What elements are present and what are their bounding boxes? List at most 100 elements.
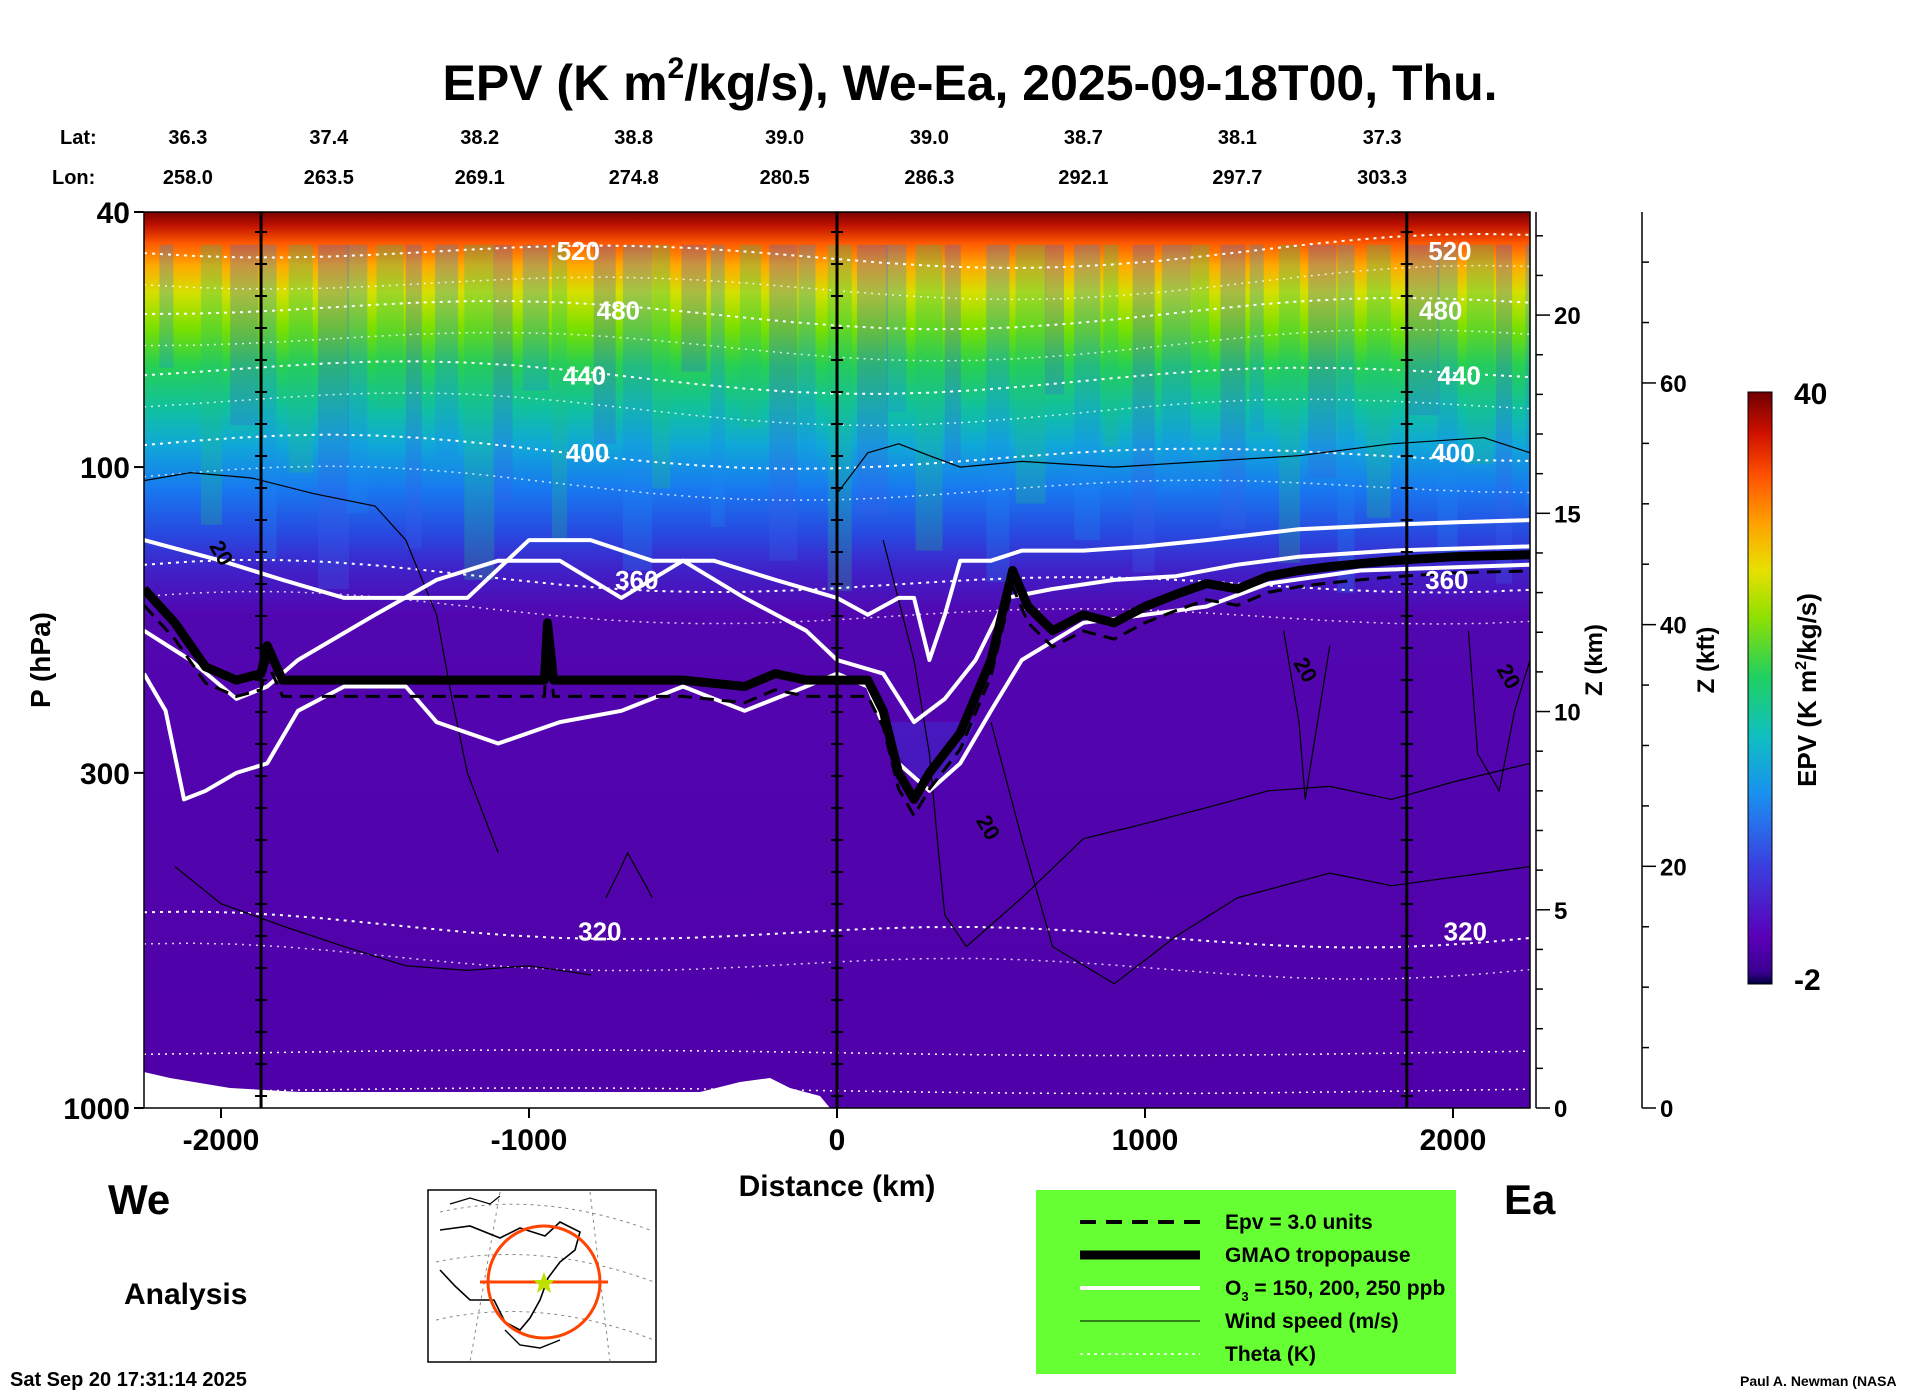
lon-value: 292.1 (1058, 167, 1108, 189)
z-km-tick-label: 15 (1554, 501, 1581, 528)
epv-streak (347, 244, 368, 514)
wind-line (1467, 630, 1530, 793)
colorbar-max-label: 40 (1794, 378, 1827, 411)
analysis-label: Analysis (124, 1278, 247, 1311)
legend-epv-label: Epv = 3.0 units (1225, 1211, 1373, 1234)
epv-streak (739, 244, 761, 429)
lat-lon-values: 36.3 37.4 38.2 38.8 39.0 39.0 38.7 38.1 37.3 258.… (163, 127, 1407, 189)
epv-streak (405, 244, 422, 549)
lat-value: 38.7 (1064, 127, 1103, 149)
epv-streak (1161, 244, 1191, 492)
wind-line (605, 851, 653, 899)
epv-streak (1278, 244, 1300, 563)
wind-line (144, 471, 499, 854)
lon-value: 263.5 (304, 167, 354, 189)
epv-streak (1337, 244, 1355, 593)
epv-streak (1525, 244, 1530, 506)
x-tick-label: 2000 (1420, 1124, 1487, 1157)
epv-streak (1044, 244, 1064, 395)
ozone-line (144, 518, 1530, 662)
theta-labels: 520 480 440 400 360 320 520 480 440 400 360 320 (557, 236, 1487, 946)
z-kft-title: Z (kft) (1693, 627, 1720, 694)
epv-streak (944, 244, 961, 462)
epv-streak (1466, 244, 1494, 465)
legend-theta-label: Theta (K) (1225, 1343, 1316, 1366)
theta-label: 480 (597, 296, 640, 326)
z-km-tick-label: 0 (1554, 1096, 1567, 1123)
epv-streak (288, 244, 313, 473)
x-tick-label: -2000 (183, 1124, 260, 1157)
vertical-markers (255, 212, 1413, 1108)
lon-value: 280.5 (760, 167, 810, 189)
y-tick-label: 100 (80, 452, 130, 485)
theta-label: 360 (1425, 565, 1468, 595)
epv-streaks (159, 244, 1530, 781)
epv-streak (1074, 244, 1101, 541)
east-label: Ea (1504, 1176, 1556, 1223)
theta-label: 440 (563, 361, 606, 391)
epv-streak (1220, 244, 1246, 530)
timestamp: Sat Sep 20 17:31:14 2025 (10, 1369, 247, 1391)
theta-label: 480 (1419, 296, 1462, 326)
wind-line (1283, 630, 1331, 800)
theta-label: 400 (1431, 438, 1474, 468)
lat-value: 39.0 (910, 127, 949, 149)
lat-value: 38.2 (460, 127, 499, 149)
lat-value: 39.0 (765, 127, 804, 149)
lon-value: 297.7 (1212, 167, 1262, 189)
y-tick-label: 300 (80, 758, 130, 791)
epv-streak (200, 244, 222, 525)
credit: Paul A. Newman (NASA (1740, 1373, 1897, 1389)
epv-streak (1103, 244, 1119, 447)
epv-streak (798, 244, 816, 476)
lat-value: 37.4 (309, 127, 349, 149)
epv-streak (230, 244, 259, 426)
legend-ozone-label: O3 = 150, 200, 250 ppb (1225, 1277, 1445, 1304)
ozone-line (144, 544, 1530, 725)
colorbar: 40 -2 EPV (K m2/kg/s) (1747, 378, 1827, 997)
z-kft-tick-label: 60 (1660, 371, 1687, 398)
tropopause-line (144, 550, 1530, 804)
colorbar-title: EPV (K m2/kg/s) (1792, 593, 1822, 787)
locator-map (427, 1189, 657, 1363)
epv-streak (552, 244, 568, 538)
legend: Epv = 3.0 units GMAO tropopause O3 = 150… (1036, 1190, 1456, 1374)
colorbar-bar (1747, 391, 1773, 985)
epv-streak (259, 244, 277, 559)
epv-streak (769, 244, 798, 561)
theta-label: 520 (1428, 236, 1471, 266)
surface-terrain (144, 1072, 830, 1108)
legend-tropopause-label: GMAO tropopause (1225, 1244, 1411, 1267)
theta-label: 320 (1444, 916, 1487, 946)
epv-streak (593, 244, 616, 444)
z-km-tick-label: 5 (1554, 898, 1567, 925)
lon-value: 274.8 (609, 167, 659, 189)
lat-value: 38.8 (614, 127, 653, 149)
epv-streak (318, 244, 350, 590)
colorbar-min-label: -2 (1794, 964, 1821, 997)
theta-label: 400 (566, 438, 609, 468)
locator-star-icon (533, 1272, 555, 1293)
chart-title: EPV (K m2/kg/s), We-Ea, 2025-09-18T00, T… (442, 52, 1497, 111)
theta-label: 520 (557, 236, 600, 266)
lat-row-label: Lat: (60, 127, 97, 149)
theta-label: 360 (615, 565, 658, 595)
epv-streak (376, 244, 404, 409)
lat-value: 38.1 (1218, 127, 1257, 149)
epv-streak (1132, 244, 1155, 573)
epv-streak (1496, 244, 1513, 584)
epv-streak (1366, 244, 1391, 518)
lon-value: 303.3 (1357, 167, 1407, 189)
epv-streak (986, 244, 1010, 582)
epv-streak (1015, 244, 1046, 504)
z-km-tick-label: 20 (1554, 303, 1581, 330)
epv-streak (464, 244, 495, 580)
epv-streak (1249, 244, 1264, 432)
lat-value: 37.3 (1363, 127, 1402, 149)
lon-value: 258.0 (163, 167, 213, 189)
z-km-title: Z (km) (1581, 624, 1608, 696)
epv-streak (159, 244, 174, 368)
theta-label: 440 (1437, 361, 1480, 391)
